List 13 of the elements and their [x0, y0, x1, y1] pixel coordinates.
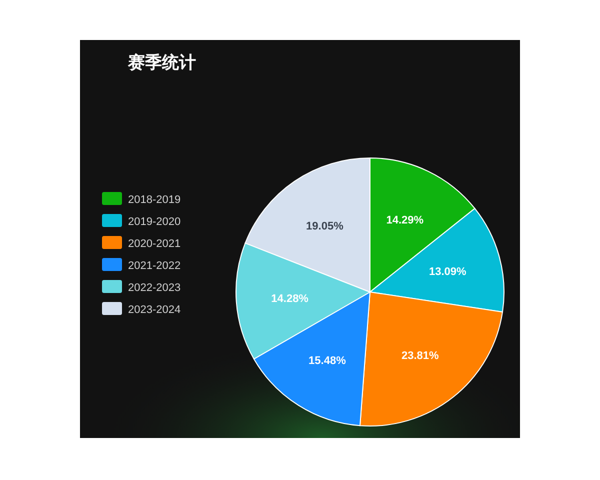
legend-label: 2020-2021 [128, 238, 181, 250]
data-label: 23.81% [401, 350, 439, 362]
legend-label: 2018-2019 [128, 194, 181, 206]
legend-label: 2022-2023 [128, 282, 181, 294]
data-label: 15.48% [308, 355, 346, 368]
chart-title: 赛季统计 [127, 53, 196, 72]
legend-label: 2021-2022 [128, 260, 181, 272]
data-label: 19.05% [306, 220, 344, 233]
legend-label: 2019-2020 [128, 216, 181, 228]
data-label: 14.28% [271, 293, 309, 306]
legend-label: 2023-2024 [128, 304, 181, 316]
data-label: 14.29% [386, 214, 424, 227]
data-label: 13.09% [429, 266, 467, 278]
